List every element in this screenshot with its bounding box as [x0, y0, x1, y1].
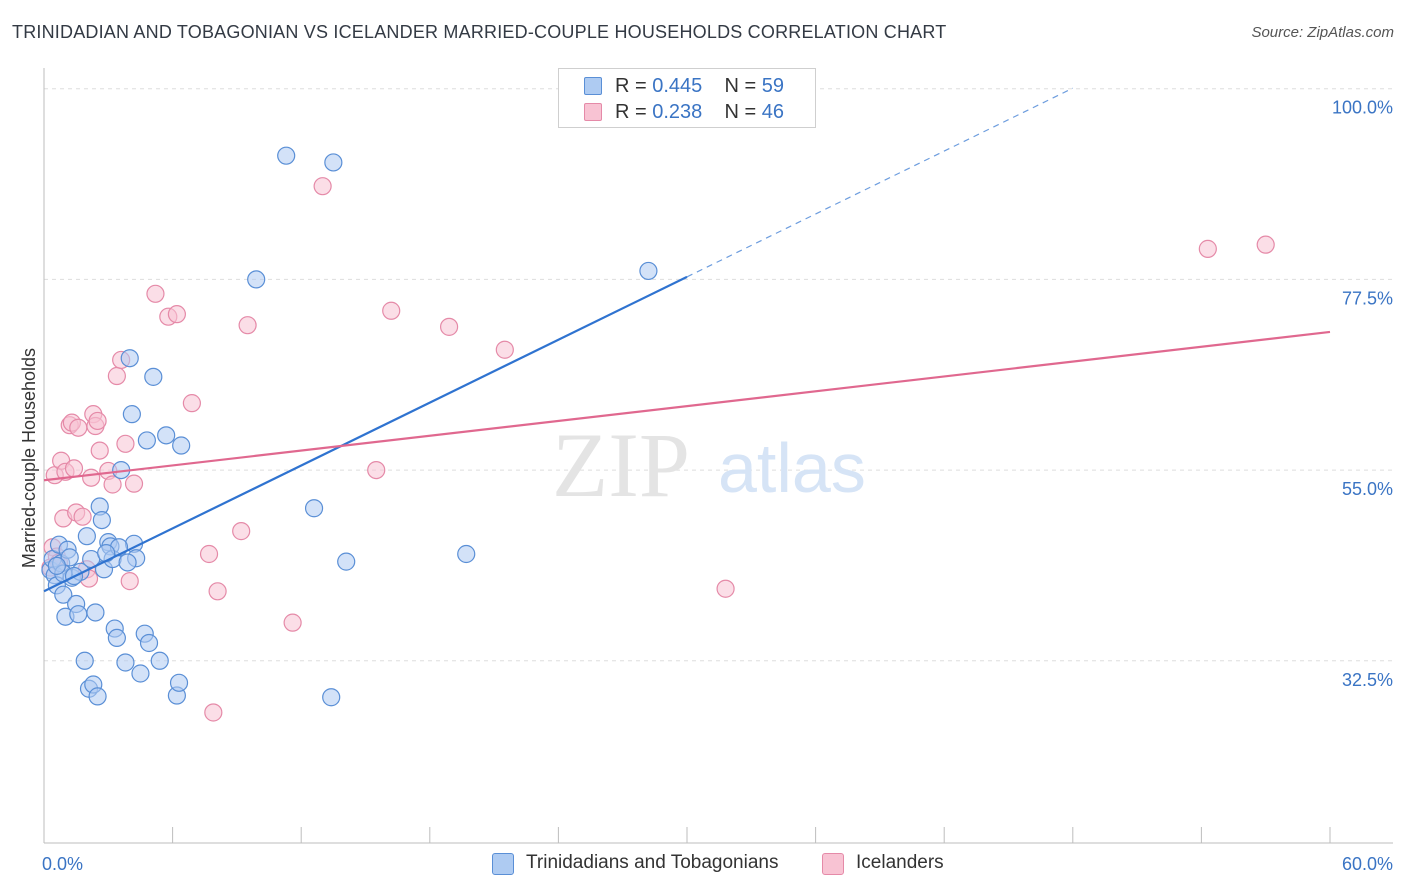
data-point: [120, 349, 139, 368]
chart-title: TRINIDADIAN AND TOBAGONIAN VS ICELANDER …: [12, 22, 947, 42]
data-point: [103, 475, 122, 494]
data-point: [322, 688, 341, 707]
trend-line-icelanders: [43, 330, 1331, 482]
data-point: [367, 460, 386, 480]
legend-swatch-blue: [492, 853, 514, 875]
data-point: [54, 585, 73, 604]
legend-swatch-blue: [584, 77, 602, 95]
data-point: [64, 459, 84, 478]
watermark-atlas: atlas: [718, 429, 866, 507]
data-point: [88, 687, 107, 706]
data-point: [238, 316, 257, 335]
legend-n-value: 59: [761, 75, 785, 97]
data-point: [131, 664, 150, 683]
data-point: [144, 367, 163, 386]
data-point: [313, 177, 332, 196]
data-point: [247, 270, 266, 289]
data-point: [382, 301, 401, 320]
data-point: [1256, 235, 1275, 254]
data-point: [47, 556, 66, 575]
legend-label: Icelanders: [856, 852, 944, 873]
legend-label: Trinidadians and Tobagonians: [526, 852, 779, 873]
data-point: [88, 411, 107, 431]
data-point: [116, 434, 135, 453]
watermark: ZIP atlas: [552, 414, 866, 516]
stats-legend: R = 0.445 N = 59 R = 0.238 N = 46: [558, 68, 816, 128]
data-point: [1198, 239, 1217, 258]
chart-source: Source: ZipAtlas.com: [1251, 24, 1394, 41]
y-tick-label: 100.0%: [1332, 98, 1393, 118]
y-tick-label: 77.5%: [1342, 288, 1393, 308]
y-axis-label: Married-couple Households: [19, 348, 39, 568]
tick-labels: 32.5% 55.0% 77.5% 100.0% 0.0% 60.0%: [42, 98, 1393, 874]
data-point: [232, 522, 251, 541]
data-point: [77, 527, 96, 546]
data-point: [73, 507, 92, 526]
x-tick-label-min: 0.0%: [42, 854, 83, 874]
legend-swatch-pink: [822, 853, 844, 875]
data-point: [182, 394, 201, 413]
data-point: [122, 405, 141, 424]
y-tick-label: 32.5%: [1342, 670, 1393, 690]
data-point: [139, 633, 159, 653]
data-point: [204, 703, 223, 722]
data-point: [60, 548, 79, 567]
data-point: [639, 261, 658, 281]
data-point: [169, 673, 189, 692]
y-tick-label: 55.0%: [1342, 479, 1393, 499]
legend-r-value: 0.445: [652, 75, 703, 97]
data-point: [116, 653, 135, 672]
data-point: [439, 317, 459, 336]
data-point: [337, 552, 356, 571]
grid-layer: [44, 88, 1393, 662]
data-point: [167, 305, 186, 324]
legend-r-label: R =: [615, 75, 653, 97]
trend-line-trinidadian: [43, 275, 688, 593]
legend-n-value: 46: [761, 101, 785, 123]
trend-line-trinidadian-extension: [686, 87, 1074, 278]
watermark-zip: ZIP: [552, 414, 690, 516]
data-point: [146, 284, 165, 303]
axes-layer: [43, 68, 1393, 844]
data-point: [277, 146, 296, 165]
x-tick-label-max: 60.0%: [1342, 854, 1393, 874]
legend-swatch-pink: [584, 103, 602, 121]
data-point: [172, 436, 191, 455]
data-point: [82, 468, 101, 487]
data-point: [283, 613, 302, 632]
data-point: [107, 366, 126, 386]
data-point: [120, 572, 139, 591]
data-point: [324, 153, 343, 172]
data-point: [86, 603, 105, 622]
data-point: [157, 426, 176, 445]
data-point: [124, 474, 144, 493]
legend-r-label: R =: [615, 101, 653, 123]
data-point: [304, 499, 324, 518]
series-legend: Trinidadians and Tobagonians Icelanders: [0, 852, 1406, 878]
data-point: [107, 628, 126, 648]
data-point: [118, 553, 137, 572]
data-point: [69, 418, 88, 437]
data-point: [495, 340, 514, 359]
data-point: [208, 582, 227, 601]
legend-r-value: 0.238: [652, 101, 703, 123]
data-point: [90, 441, 109, 460]
data-point: [716, 579, 735, 598]
data-point: [137, 431, 156, 450]
data-point: [92, 510, 111, 530]
data-point: [75, 651, 94, 670]
data-point: [199, 544, 219, 564]
trinidadian-points: [41, 146, 658, 707]
data-point: [457, 544, 476, 564]
legend-n-label: N =: [724, 75, 762, 97]
legend-n-label: N =: [724, 101, 762, 123]
data-point: [69, 605, 88, 624]
trend-layer: [43, 87, 1331, 593]
data-point: [150, 651, 169, 670]
